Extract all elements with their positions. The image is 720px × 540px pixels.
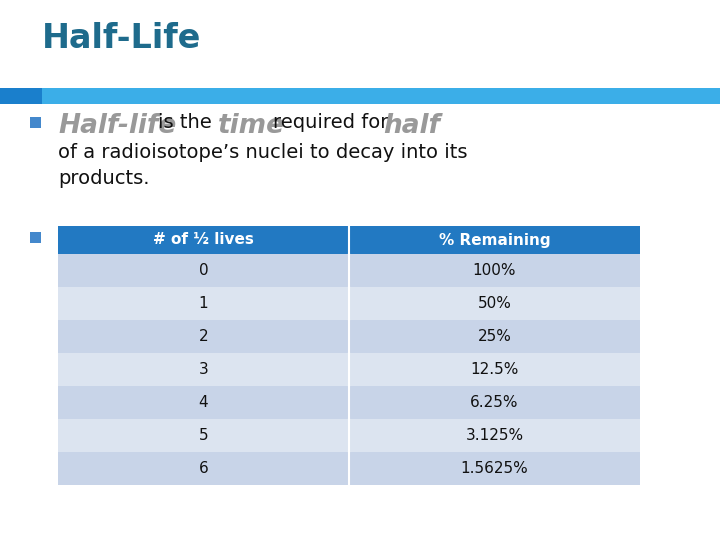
Bar [58, 419, 640, 452]
Text: 100%: 100% [473, 263, 516, 278]
Text: 25%: 25% [477, 329, 511, 344]
Text: time: time [218, 113, 285, 139]
Bar [0, 88, 42, 104]
Text: 3: 3 [199, 362, 208, 377]
Text: 50%: 50% [477, 296, 511, 311]
Text: % Remaining: % Remaining [438, 233, 550, 247]
Text: Half-life: Half-life [58, 113, 176, 139]
Bar [58, 254, 640, 287]
Bar [58, 320, 640, 353]
Bar [42, 88, 720, 104]
Text: of a radioisotope’s nuclei to decay into its: of a radioisotope’s nuclei to decay into… [58, 143, 467, 162]
Text: is the: is the [158, 113, 212, 132]
Text: 3.125%: 3.125% [465, 428, 523, 443]
Bar [30, 117, 41, 128]
Text: 5: 5 [199, 428, 208, 443]
Text: Half-Life: Half-Life [42, 22, 202, 55]
Text: # of ½ lives: # of ½ lives [153, 233, 254, 247]
Text: 2: 2 [199, 329, 208, 344]
Text: 1.5625%: 1.5625% [461, 461, 528, 476]
Text: 6: 6 [199, 461, 208, 476]
Text: 4: 4 [199, 395, 208, 410]
Bar [58, 386, 640, 419]
Text: 1: 1 [199, 296, 208, 311]
Text: half: half [383, 113, 440, 139]
Text: 6.25%: 6.25% [470, 395, 518, 410]
Text: 0: 0 [199, 263, 208, 278]
Text: 12.5%: 12.5% [470, 362, 518, 377]
Bar [30, 232, 41, 243]
Bar [58, 287, 640, 320]
Text: products.: products. [58, 169, 150, 188]
Bar [58, 452, 640, 485]
Text: required for: required for [273, 113, 388, 132]
Bar [58, 226, 640, 254]
Bar [58, 353, 640, 386]
